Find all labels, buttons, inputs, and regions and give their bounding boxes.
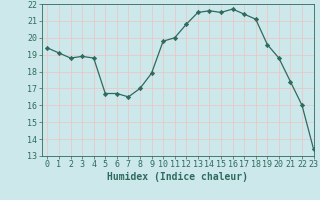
X-axis label: Humidex (Indice chaleur): Humidex (Indice chaleur) — [107, 172, 248, 182]
